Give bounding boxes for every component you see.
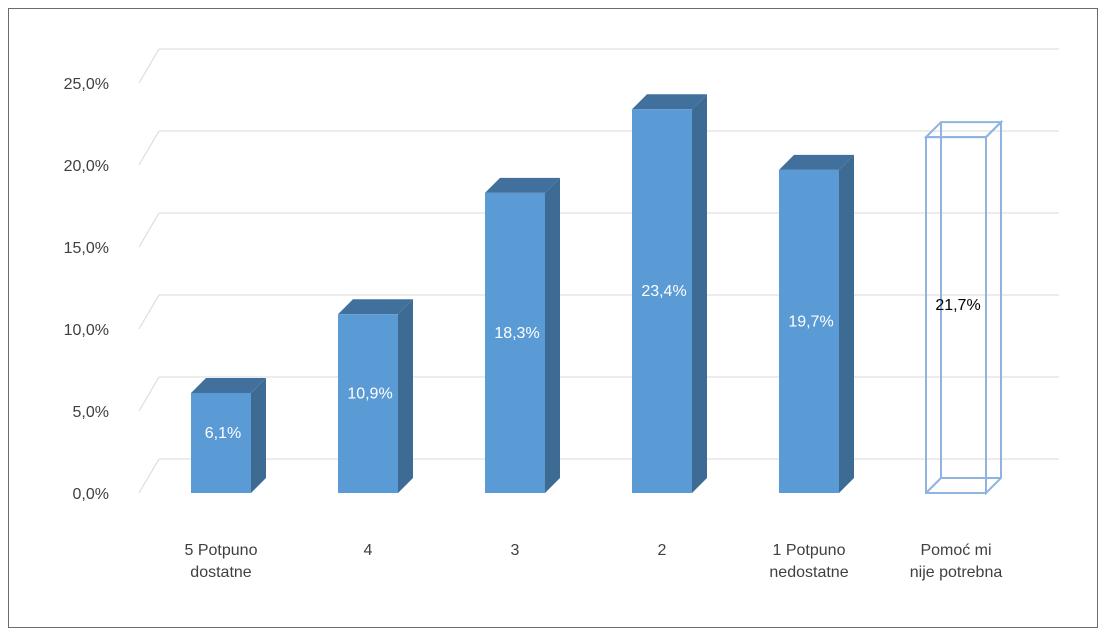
gridline: [138, 294, 1059, 330]
bar: [779, 154, 854, 494]
y-tick-label: 15,0%: [64, 240, 109, 257]
x-category-label: 3: [511, 542, 520, 559]
data-label: 23,4%: [641, 283, 686, 300]
bar: [338, 299, 413, 493]
data-label: 10,9%: [347, 386, 392, 403]
y-tick-label: 0,0%: [73, 486, 109, 503]
x-category-label: 1 Potpuno nedostatne: [769, 542, 848, 581]
y-tick-label: 5,0%: [73, 404, 109, 421]
bar: [191, 377, 266, 493]
data-label: 19,7%: [788, 313, 833, 330]
data-label: 18,3%: [494, 325, 539, 342]
x-category-label: 2: [658, 542, 667, 559]
bars: [191, 94, 1004, 496]
gridline: [138, 458, 1059, 494]
gridline: [138, 376, 1059, 412]
x-category-label: 5 Potpuno dostatne: [185, 542, 258, 581]
gridlines: [138, 48, 1059, 494]
gridline: [138, 130, 1059, 166]
y-tick-label: 20,0%: [64, 158, 109, 175]
gridline: [138, 48, 1059, 84]
bar-chart: 0,0% 5,0% 10,0% 15,0% 20,0% 25,0% 6,1% 10,9% 18…: [64, 48, 1059, 581]
gridline: [138, 212, 1059, 248]
y-tick-label: 25,0%: [64, 76, 109, 93]
data-label: 6,1%: [205, 425, 241, 442]
bar: [485, 177, 560, 493]
data-label: 21,7%: [935, 297, 980, 314]
y-tick-label: 10,0%: [64, 322, 109, 339]
y-axis-tick-labels: 0,0% 5,0% 10,0% 15,0% 20,0% 25,0%: [64, 76, 109, 503]
data-labels: 6,1% 10,9% 18,3% 23,4% 19,7% 21,7%: [205, 283, 981, 442]
x-category-label: 4: [364, 542, 373, 559]
chart-frame: 0,0% 5,0% 10,0% 15,0% 20,0% 25,0% 6,1% 10,9% 18…: [8, 8, 1098, 628]
x-category-label: Pomoć mi nije potrebna: [910, 542, 1003, 581]
x-axis-category-labels: 5 Potpuno dostatne 4 3 2 1 Potpuno nedostatne P…: [185, 542, 1003, 581]
bar: [923, 119, 1004, 496]
bar: [632, 94, 707, 494]
